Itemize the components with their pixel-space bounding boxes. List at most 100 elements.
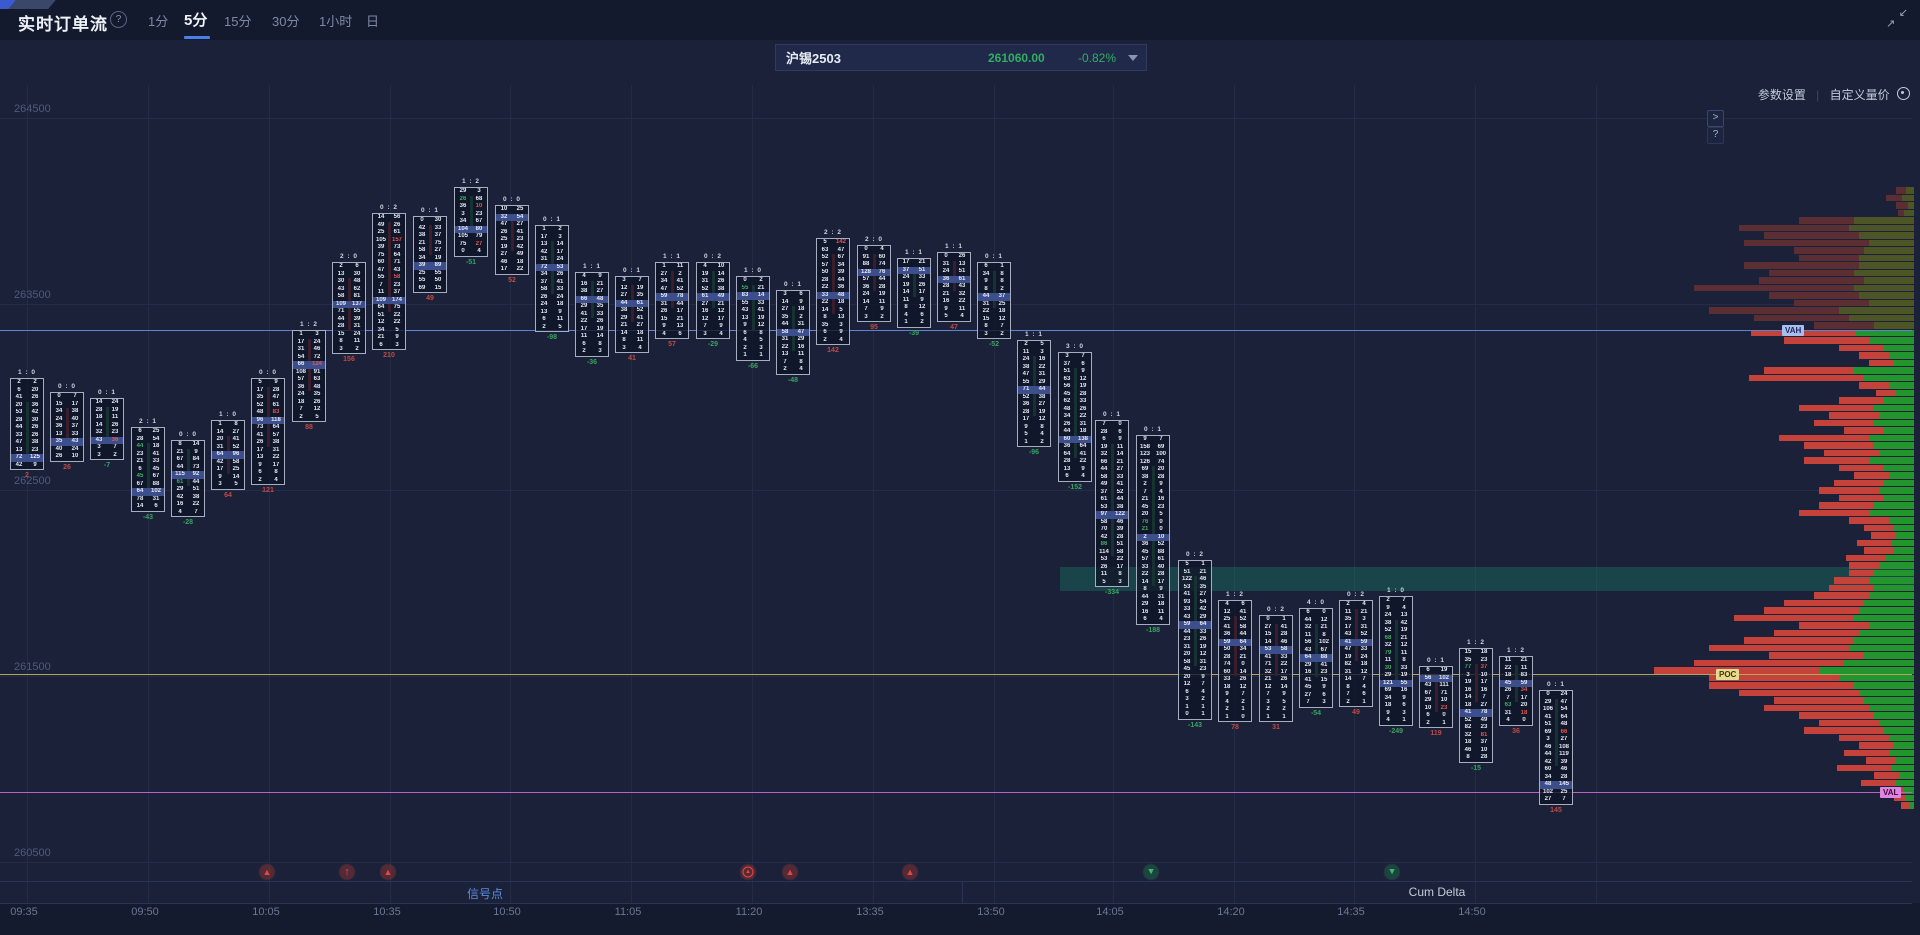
profile-bar-sell xyxy=(1861,779,1896,786)
profile-bar-buy xyxy=(1884,464,1914,471)
profile-bar-buy xyxy=(1874,584,1914,591)
profile-bar-sell xyxy=(1814,592,1869,599)
profile-bar-buy xyxy=(1869,509,1914,516)
profile-bar-buy xyxy=(1854,269,1914,276)
profile-bar-sell xyxy=(1799,217,1854,224)
profile-bar-buy xyxy=(1899,772,1914,779)
chart-toolbar: 参数设置 | 自定义量价 xyxy=(1758,86,1910,103)
top-bar: 实时订单流 ? 1分 5分 15分 30分 1小时 日 ↙ ↗ xyxy=(0,0,1920,40)
profile-bar-sell xyxy=(1876,389,1896,396)
profile-bar-sell xyxy=(1709,644,1849,651)
profile-bar-buy xyxy=(1859,629,1914,636)
signal-marker-green[interactable]: ▲ xyxy=(1383,863,1401,881)
profile-bar-sell xyxy=(1846,554,1886,561)
profile-bar-buy xyxy=(1849,644,1914,651)
time-axis-label: 09:50 xyxy=(131,906,159,918)
signal-marker-red[interactable]: ▲ xyxy=(901,863,919,881)
profile-bar-buy xyxy=(1884,427,1914,434)
profile-bar-sell xyxy=(1739,224,1849,231)
profile-bar-buy xyxy=(1879,562,1914,569)
chevron-down-icon xyxy=(1128,55,1138,61)
profile-bar-buy xyxy=(1894,359,1914,366)
footprint-candle: 0 : 2 14 56 49 26 25 61 105 157 39 73 75 64 60 71 47 43 5… xyxy=(372,204,406,359)
profile-bar-buy xyxy=(1889,734,1914,741)
footprint-candle: 0 : 1 6 19 56 102 43 111 67 71 29 10 10 23 6 0 2 1 119 xyxy=(1419,657,1453,737)
tab-day[interactable]: 日 xyxy=(366,14,380,29)
profile-bar-buy xyxy=(1884,479,1914,486)
profile-bar-buy xyxy=(1874,442,1914,449)
profile-bar-sell xyxy=(1898,209,1904,216)
settings-button[interactable]: 参数设置 xyxy=(1757,88,1806,102)
profile-bar-sell xyxy=(1866,757,1896,764)
footprint-candle: 0 : 1 0 24 29 47 106 54 41 64 51 48 69 66 3 27 46 108 44 1… xyxy=(1539,681,1573,814)
profile-bar-sell xyxy=(1769,652,1864,659)
time-axis-label: 14:20 xyxy=(1217,906,1245,918)
custom-volume-price-icon[interactable] xyxy=(1897,87,1910,100)
profile-bar-buy xyxy=(1894,547,1914,554)
profile-bar-buy xyxy=(1849,314,1914,321)
profile-bar-buy xyxy=(1879,412,1914,419)
profile-bar-buy xyxy=(1896,779,1914,786)
profile-bar-buy xyxy=(1879,719,1914,726)
help-icon[interactable]: ? xyxy=(110,11,127,28)
profile-bar-sell xyxy=(1739,689,1859,696)
custom-volume-price-button[interactable]: 自定义量价 xyxy=(1829,88,1890,102)
footprint-candle: 1 : 1 0 26 31 13 24 51 36 61 28 43 21 32 16 22 9 11 5 4 47 xyxy=(937,243,971,331)
footprint-candle: 2 : 0 2 6 13 30 30 48 43 62 58 81 109 137 71 55 44 39 28 3… xyxy=(332,253,366,363)
profile-bar-buy xyxy=(1884,727,1914,734)
profile-bar-sell xyxy=(1819,719,1879,726)
profile-bar-sell xyxy=(1779,434,1869,441)
profile-bar-buy xyxy=(1874,569,1914,576)
signal-marker-red[interactable]: ↑ xyxy=(338,863,356,881)
profile-bar-buy xyxy=(1864,652,1914,659)
footprint-candle: 1 : 1 1 11 27 2 34 41 47 52 59 78 31 44 26 17 15 21 9 13 4 6… xyxy=(655,253,689,348)
profile-bar-sell xyxy=(1799,622,1869,629)
panel-help-button[interactable]: ? xyxy=(1707,127,1724,144)
profile-bar-buy xyxy=(1854,367,1914,374)
profile-bar-sell xyxy=(1864,524,1894,531)
profile-bar-sell xyxy=(1874,772,1899,779)
signal-pane-label[interactable]: 信号点 xyxy=(466,887,504,901)
tab-5min[interactable]: 5分 xyxy=(184,12,208,29)
signal-marker-red[interactable]: ▲ xyxy=(739,863,757,881)
tab-1min[interactable]: 1分 xyxy=(148,14,169,29)
profile-bar-buy xyxy=(1869,592,1914,599)
footprint-candle: 1 : 2 15 18 35 23 77 37 3 10 19 17 16 16 14 7 18 27 41 78 5… xyxy=(1459,639,1493,772)
footprint-candle: 1 : 0 2 7 9 4 24 13 38 42 52 19 68 21 32 12 79 11 11 8 30 33… xyxy=(1379,587,1413,735)
panel-expand-button[interactable]: > xyxy=(1707,110,1724,127)
profile-bar-sell xyxy=(1799,404,1874,411)
tab-15min[interactable]: 15分 xyxy=(224,14,252,29)
profile-bar-buy xyxy=(1859,689,1914,696)
cum-delta-pane-label[interactable]: Cum Delta xyxy=(1408,885,1466,899)
profile-bar-buy xyxy=(1884,344,1914,351)
signal-marker-red[interactable]: ▲ xyxy=(379,863,397,881)
profile-bar-sell xyxy=(1814,322,1874,329)
tab-1hour[interactable]: 1小时 xyxy=(319,14,353,29)
profile-bar-buy xyxy=(1879,487,1914,494)
footprint-candle: 0 : 1 3 7 12 19 27 35 44 61 38 52 29 41 21 27 14 18 8 11 3 4… xyxy=(615,267,649,362)
instrument-change: -0.82% xyxy=(1078,50,1117,65)
footprint-candle: 2 : 1 6 25 28 54 44 18 23 41 21 33 6 45 45 67 67 88 64 102… xyxy=(131,418,165,521)
time-axis-label: 13:50 xyxy=(977,906,1005,918)
profile-bar-sell xyxy=(1794,247,1864,254)
instrument-name: 沪锡2503 xyxy=(786,51,841,66)
signal-marker-red[interactable]: ▲ xyxy=(258,863,276,881)
profile-bar-buy xyxy=(1864,374,1914,381)
profile-bar-buy xyxy=(1909,802,1914,809)
profile-bar-sell xyxy=(1844,749,1889,756)
profile-bar-buy xyxy=(1902,194,1914,201)
profile-bar-sell xyxy=(1901,802,1909,809)
time-axis-label: 10:50 xyxy=(493,906,521,918)
signal-marker-red[interactable]: ▲ xyxy=(781,863,799,881)
tab-30min[interactable]: 30分 xyxy=(272,14,300,29)
instrument-selector[interactable]: 沪锡2503 261060.00 -0.82% xyxy=(775,44,1147,71)
profile-bar-sell xyxy=(1764,367,1854,374)
signal-marker-green[interactable]: ▲ xyxy=(1142,863,1160,881)
profile-bar-buy xyxy=(1906,187,1914,194)
footprint-candle: 0 : 2 2 4 11 21 35 3 17 31 43 52 41 59 47 33 19 24 82 18 31… xyxy=(1339,591,1373,716)
profile-bar-buy xyxy=(1869,337,1914,344)
vah-badge: VAH xyxy=(1782,325,1805,336)
collapse-icon[interactable]: ↙ ↗ xyxy=(1886,7,1908,30)
footprint-candle: 0 : 0 8 14 21 9 67 84 44 73 115 92 61 44 29 51 42 38 16 22… xyxy=(171,431,205,526)
